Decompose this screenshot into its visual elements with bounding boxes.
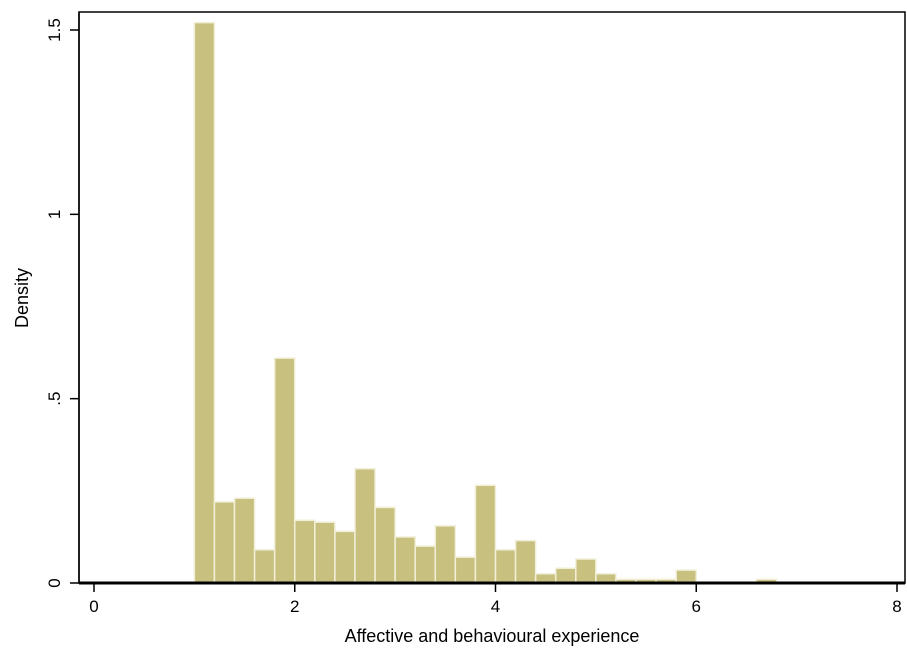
histogram-bar-9 (374, 506, 396, 584)
histogram-bar-18 (554, 567, 577, 584)
histogram-bar-1 (213, 501, 236, 584)
bars-layer (193, 21, 778, 584)
x-tick-label-3: 6 (692, 597, 701, 616)
y-tick-label-1: .5 (45, 392, 64, 406)
histogram-bar-15 (494, 549, 517, 584)
x-tick-label-2: 4 (491, 597, 500, 616)
histogram-bar-12 (434, 525, 457, 584)
histogram-bar-5 (294, 519, 316, 584)
histogram-bar-4 (273, 357, 296, 584)
axes-layer (78, 12, 905, 585)
histogram-bar-16 (514, 539, 537, 584)
y-tick-label-3: 1.5 (45, 18, 64, 42)
y-tick-label-2: 1 (45, 210, 64, 219)
histogram-bar-8 (354, 467, 376, 584)
histogram-bar-3 (253, 549, 276, 584)
histogram-bar-11 (414, 545, 437, 584)
histogram-bar-2 (233, 497, 256, 584)
x-tick-label-0: 0 (89, 597, 98, 616)
ticks-layer: 0 2 4 6 8 0 .5 1 1.5 (45, 18, 902, 616)
histogram-bar-0 (193, 21, 216, 584)
histogram-bar-24 (675, 569, 697, 584)
y-tick-label-0: 0 (45, 578, 64, 587)
x-tick-label-1: 2 (290, 597, 299, 616)
y-axis-title: Density (12, 268, 32, 328)
x-axis-title: Affective and behavioural experience (345, 626, 640, 646)
histogram-bar-7 (334, 530, 356, 584)
x-tick-label-4: 8 (892, 597, 901, 616)
histogram-bar-6 (314, 521, 336, 584)
histogram-bar-13 (454, 556, 477, 584)
histogram-bar-10 (394, 536, 416, 584)
histogram-bar-14 (474, 484, 497, 584)
histogram-bar-19 (575, 558, 597, 584)
